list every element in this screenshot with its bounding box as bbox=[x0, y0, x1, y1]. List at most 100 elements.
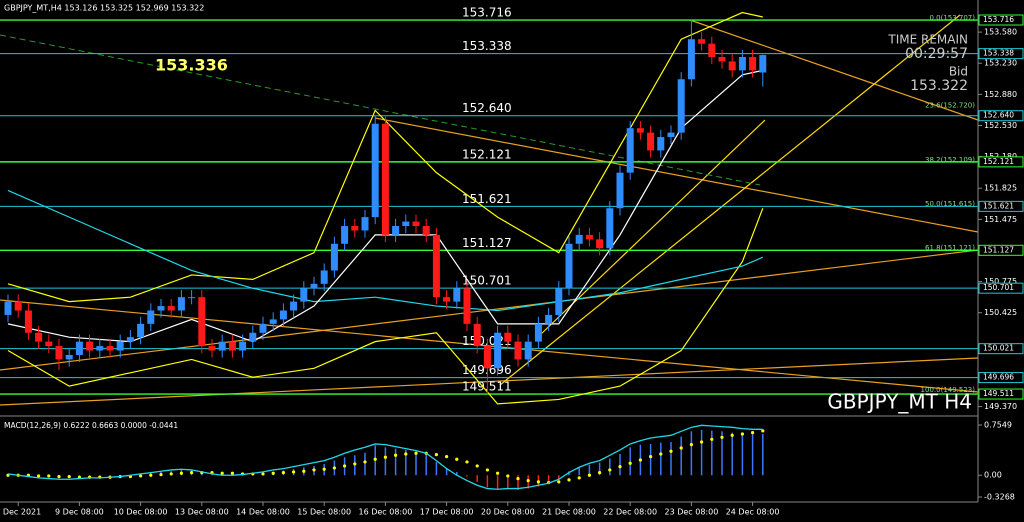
candle-body bbox=[585, 234, 593, 240]
y-tick-label: 149.370 bbox=[984, 402, 1017, 411]
signal-dot bbox=[394, 453, 398, 457]
level-tag-label: 149.696 bbox=[983, 373, 1014, 382]
bid-label: Bid bbox=[949, 65, 968, 79]
signal-dot bbox=[587, 473, 592, 477]
trendline bbox=[689, 19, 979, 121]
candle-body bbox=[514, 341, 522, 360]
candle-body bbox=[667, 132, 675, 138]
candle-body bbox=[228, 341, 236, 351]
candles bbox=[4, 20, 767, 395]
signal-dot bbox=[373, 457, 377, 461]
macd-pane bbox=[6, 424, 765, 490]
fib-label: 100.0(149.523) bbox=[921, 386, 976, 394]
candle-body bbox=[473, 323, 481, 347]
candle-body bbox=[137, 323, 145, 338]
candle-body bbox=[626, 128, 634, 173]
candle-body bbox=[443, 297, 451, 302]
macd-line bbox=[7, 424, 763, 490]
fib-label: 61.8(151.121) bbox=[925, 244, 975, 252]
level-tag bbox=[978, 14, 1024, 26]
y-tick-label: 150.425 bbox=[984, 308, 1017, 317]
signal-dot bbox=[312, 468, 316, 472]
trendline bbox=[0, 357, 979, 406]
candle-body bbox=[728, 61, 736, 71]
candle-body bbox=[14, 301, 22, 311]
candle-body bbox=[432, 234, 440, 298]
signal-dot bbox=[404, 452, 408, 456]
fib-label: 23.6(152.720) bbox=[925, 102, 975, 110]
level-label: 152.640 bbox=[462, 101, 512, 115]
signal-dot bbox=[261, 472, 265, 476]
level-tag bbox=[978, 156, 1024, 168]
signal-dot bbox=[190, 470, 194, 475]
signal-dot bbox=[618, 464, 622, 469]
x-tick-label: 10 Dec 08:00 bbox=[114, 508, 168, 517]
signal-dot bbox=[414, 451, 418, 455]
candle-body bbox=[534, 323, 542, 342]
candle-body bbox=[279, 310, 287, 320]
signal-dot bbox=[526, 478, 530, 483]
signal-dot bbox=[57, 474, 61, 479]
trendline bbox=[499, 14, 961, 386]
candle-body bbox=[575, 234, 583, 244]
level-tag bbox=[978, 343, 1024, 355]
level-tag-label: 149.511 bbox=[983, 389, 1014, 398]
y-tick-label: 153.230 bbox=[984, 59, 1017, 68]
level-tag-label: 153.338 bbox=[983, 49, 1014, 58]
candle-body bbox=[371, 123, 379, 218]
header: GBPJPY_MT,H4 153.126 153.325 152.969 153… bbox=[4, 4, 204, 13]
candle-body bbox=[381, 123, 389, 235]
candle-body bbox=[147, 310, 155, 324]
signal-dot bbox=[322, 467, 326, 471]
candle-body bbox=[106, 346, 114, 351]
level-label: 149.511 bbox=[462, 380, 512, 394]
signal-dot bbox=[465, 460, 469, 464]
level-tag bbox=[978, 110, 1024, 122]
signal-dot bbox=[67, 474, 71, 479]
signal-dot bbox=[445, 455, 449, 459]
y-tick-label: 152.880 bbox=[984, 90, 1017, 99]
price-annotation: 153.336 bbox=[155, 56, 228, 75]
candle-body bbox=[341, 226, 349, 244]
level-tag-label: 151.621 bbox=[983, 201, 1014, 210]
candle-body bbox=[188, 297, 196, 299]
level-tag bbox=[978, 372, 1024, 384]
candle-body bbox=[116, 341, 124, 351]
signal-dot bbox=[577, 476, 581, 480]
timer: 00:29:57 bbox=[905, 46, 968, 62]
signal-dot bbox=[700, 440, 704, 444]
y-tick-label: 153.580 bbox=[984, 28, 1017, 37]
signal-dot bbox=[37, 474, 41, 478]
level-tag bbox=[978, 244, 1024, 256]
candle-body bbox=[483, 346, 491, 369]
fib-label: 0.0(153.707) bbox=[929, 14, 975, 22]
candle-body bbox=[749, 57, 757, 71]
signal-dot bbox=[740, 432, 745, 436]
signal-dot bbox=[271, 471, 275, 475]
candle-body bbox=[75, 341, 83, 355]
level-label: 151.127 bbox=[462, 236, 512, 250]
y-tick-label: 150.775 bbox=[984, 277, 1017, 286]
x-tick-label: 23 Dec 08:00 bbox=[664, 508, 718, 517]
signal-dot bbox=[689, 443, 694, 447]
x-tick-label: 13 Dec 08:00 bbox=[175, 508, 229, 517]
candle-body bbox=[330, 243, 338, 271]
signal-dot bbox=[383, 455, 387, 459]
y-tick-label: 0.7549 bbox=[984, 421, 1012, 430]
x-tick-label: 22 Dec 08:00 bbox=[603, 508, 657, 517]
level-tag-label: 152.121 bbox=[983, 157, 1014, 166]
y-tick-label: 151.475 bbox=[984, 215, 1017, 224]
level-label: 153.716 bbox=[462, 6, 512, 20]
indicator-line bbox=[7, 208, 764, 405]
candle-body bbox=[96, 346, 104, 351]
level-label: 151.621 bbox=[462, 192, 512, 206]
candle-body bbox=[361, 217, 369, 231]
candle-body bbox=[504, 332, 512, 342]
candle-body bbox=[249, 332, 257, 342]
signal-dot bbox=[659, 452, 663, 456]
x-tick-label: 24 Dec 08:00 bbox=[726, 508, 780, 517]
signal-dot bbox=[506, 474, 510, 478]
indicator-line bbox=[7, 189, 764, 312]
signal-dot bbox=[567, 478, 571, 482]
